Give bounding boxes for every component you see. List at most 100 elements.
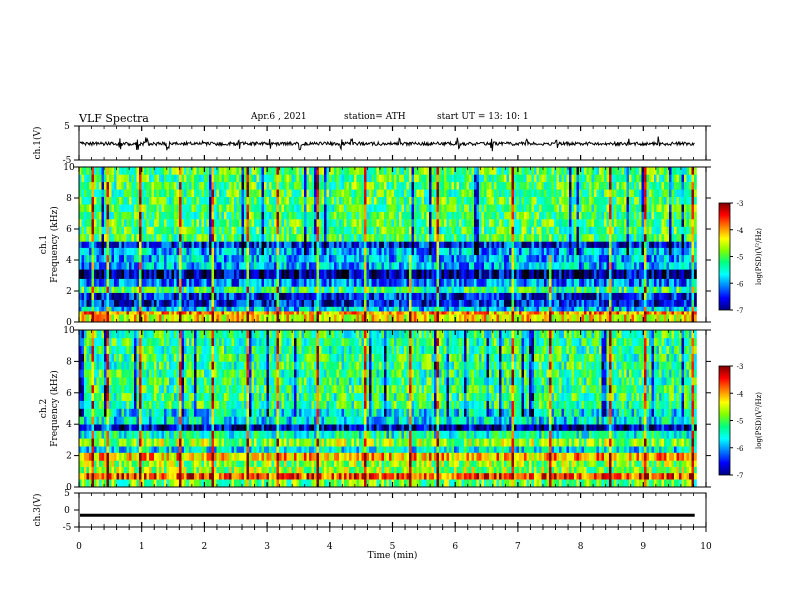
ch1-spectrogram-cell [274, 196, 277, 205]
ch1-spectrogram-cell [189, 211, 192, 220]
ch1-spectrogram-cell [424, 278, 427, 287]
ch1-spectrogram-cell [581, 181, 585, 190]
ch1-spectrogram-cell [584, 269, 587, 279]
ch1-spectrogram-cell [471, 306, 475, 312]
ch1-spectrogram-cell [631, 167, 635, 175]
ch1-spectrogram-cell [159, 196, 162, 205]
ch1-spectrogram-cell [581, 247, 585, 256]
ch1-spectrogram-cell [424, 181, 427, 190]
ch1-spectrogram-cell [399, 269, 402, 279]
ch1-spectrogram-cell [376, 314, 380, 323]
ch1-spectrogram-cell [474, 226, 477, 235]
ch1-spectrogram-cell [294, 204, 297, 212]
ch1-spectrogram-cell [114, 269, 117, 279]
ch1-spectrogram-cell [589, 247, 592, 256]
ch1-spectrogram-cell [181, 234, 185, 242]
ch1-spectrogram-cell [244, 306, 247, 312]
ch1-spectrogram-cell [471, 189, 475, 197]
ch1-spectrogram-cell [496, 292, 500, 300]
ch1-spectrogram-cell [504, 314, 507, 323]
ch1-spectrogram-cell [561, 262, 565, 270]
ch1-spectrogram-cell [261, 254, 265, 263]
ch1-spectrogram-cell [179, 189, 182, 197]
ch1-spectrogram-cell [319, 226, 322, 235]
ch1-spectrogram-cell [294, 292, 297, 300]
ch1-spectrogram-cell [149, 219, 152, 227]
ch1-spectrogram-cell [476, 247, 480, 256]
ch1-spectrogram-cell [584, 292, 587, 300]
ch1-spectrogram-cell [494, 262, 497, 270]
ch1-spectrogram-cell [456, 219, 460, 227]
ch1-spectrogram-cell [559, 234, 562, 242]
ch1-spectrogram-cell [476, 196, 480, 205]
ch1-spectrogram-cell [281, 306, 285, 312]
ch1-spectrogram-cell [434, 262, 437, 270]
ch1-spectrogram-cell [494, 241, 497, 248]
ch1-spectrogram-cell [504, 241, 507, 248]
ch1-spectrogram-cell [629, 174, 632, 183]
ch1-spectrogram-cell [214, 204, 217, 212]
ch1-spectrogram-cell [81, 286, 85, 293]
ch1-spectrogram-cell [471, 204, 475, 212]
ch1-spectrogram-cell [361, 211, 365, 220]
ch1-spectrogram-cell [626, 181, 630, 190]
ch1-spectrogram-cell [566, 219, 570, 227]
ch1-spectrogram-cell [181, 247, 185, 256]
ch1-spectrogram-cell [514, 269, 517, 279]
ch1-spectrogram-cell [254, 211, 257, 220]
ch1-spectrogram-cell [466, 211, 470, 220]
ch1-spectrogram-cell [334, 174, 337, 183]
ch1-spectrogram-cell [359, 299, 362, 307]
ch1-spectrogram-cell [384, 278, 387, 287]
ch1-spectrogram-cell [399, 196, 402, 205]
ch1-spectrogram-cell [109, 219, 112, 227]
ch1-spectrogram-cell [86, 254, 90, 263]
ch1-spectrogram-cell [359, 219, 362, 227]
ch1-spectrogram-cell [644, 286, 647, 293]
ch1-spectrogram-cell [551, 204, 555, 212]
ch1-spectrogram-cell [276, 286, 280, 293]
ch1-spectrogram-cell [339, 189, 342, 197]
ch1-spectrogram-cell [221, 247, 225, 256]
ch1-spectrogram-cell [371, 181, 375, 190]
ch1-spectrogram-cell [161, 306, 165, 312]
ch1-spectrogram-cell [119, 241, 122, 248]
ch1-spectrogram-cell [101, 181, 105, 190]
ch1-spectrogram-cell [299, 311, 302, 315]
ch1-spectrogram-cell [161, 189, 165, 197]
ch1-spectrogram-cell [504, 226, 507, 235]
ch1-spectrogram-cell [239, 196, 242, 205]
ch1-spectrogram-cell [141, 254, 145, 263]
ch1-spectrogram-cell [179, 262, 182, 270]
ch1-spectrogram-cell [449, 204, 452, 212]
ch1-spectrogram-cell [534, 299, 537, 307]
ch1-spectrogram-cell [496, 241, 500, 248]
ch1-spectrogram-cell [444, 219, 447, 227]
ch1-spectrogram-cell [194, 286, 197, 293]
ch1-spectrogram-cell [164, 219, 167, 227]
ch1-spectrogram-cell [506, 234, 510, 242]
ch1-spectrogram-cell [279, 196, 282, 205]
ch1-spectrogram-cell [431, 286, 435, 293]
ch1-spectrogram-cell [569, 247, 572, 256]
ch1-spectrogram-cell [209, 196, 212, 205]
ch1-spectrogram-cell [286, 299, 290, 307]
ch1-spectrogram-cell [371, 204, 375, 212]
ch1-spectrogram-cell [336, 278, 340, 287]
ch1-spectrogram-cell [386, 226, 390, 235]
ch1-spectrogram-cell [384, 241, 387, 248]
ch1-spectrogram-cell [154, 234, 157, 242]
ch1-spectrogram-cell [89, 314, 92, 323]
ch1-spectrogram-cell [404, 254, 407, 263]
ch1-spectrogram-cell [546, 286, 550, 293]
ch1-spectrogram-cell [616, 299, 620, 307]
ch1-spectrogram-cell [614, 196, 617, 205]
ch1-spectrogram-cell [424, 306, 427, 312]
ch1-spectrogram-cell [344, 254, 347, 263]
ch1-spectrogram-cell [416, 299, 420, 307]
ch1-spectrogram-cell [431, 247, 435, 256]
ch1-spectrogram-cell [79, 174, 82, 183]
ch1-spectrogram-cell [604, 211, 607, 220]
ch1-spectrogram-cell [441, 262, 445, 270]
ch1-spectrogram-cell [449, 241, 452, 248]
